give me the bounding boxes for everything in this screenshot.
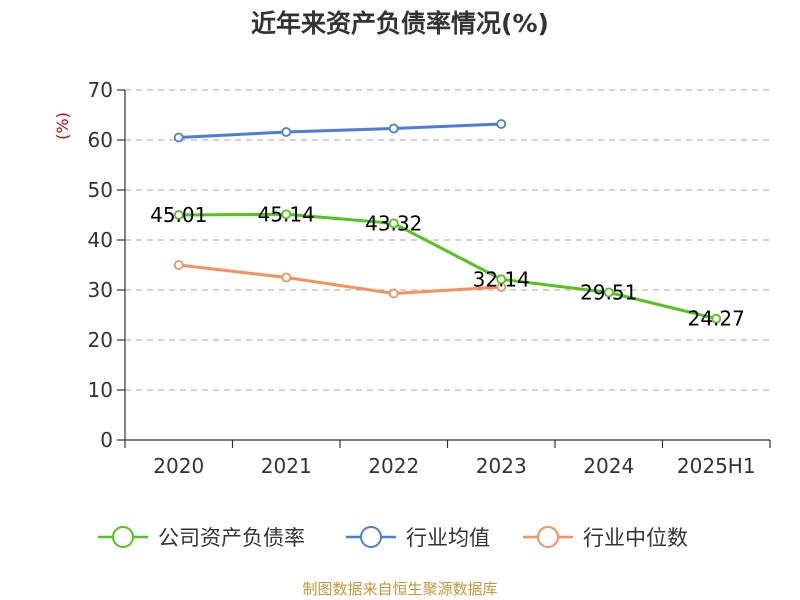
y-tick-label: 10 (88, 378, 113, 402)
data-point[interactable] (496, 274, 507, 285)
data-point[interactable] (388, 288, 399, 299)
legend-label: 行业中位数 (583, 526, 688, 550)
data-label: 43.32 (365, 211, 422, 235)
legend-label: 行业均值 (406, 526, 490, 550)
y-tick-label: 70 (88, 78, 113, 102)
y-tick-label: 0 (100, 428, 113, 452)
legend-item-2[interactable]: 行业中位数 (523, 526, 688, 550)
x-tick-label: 2025H1 (677, 454, 756, 478)
axes: 0 10 20 30 40 50 60 70 2020 2021 2022 2023 2024 2025H… (88, 78, 771, 478)
data-label: 29.51 (580, 280, 637, 304)
data-point[interactable] (496, 119, 507, 129)
y-tick-label: 50 (88, 178, 113, 202)
data-point[interactable] (281, 272, 292, 283)
data-point[interactable] (388, 123, 399, 134)
data-point[interactable] (281, 127, 292, 137)
data-point[interactable] (281, 209, 292, 220)
y-tick-label: 30 (88, 278, 113, 302)
legend-item-1[interactable]: 行业均值 (346, 526, 490, 550)
x-tick-label: 2021 (261, 454, 312, 478)
data-label: 45.14 (258, 202, 315, 226)
data-label: 45.01 (150, 203, 207, 227)
x-tick-label: 2024 (583, 454, 634, 478)
x-tick-label: 2020 (153, 454, 204, 478)
y-tick-label: 40 (88, 228, 113, 252)
legend[interactable]: 公司资产负债率 行业均值 行业中位数 (98, 526, 688, 550)
legend-item-0[interactable]: 公司资产负债率 (98, 526, 305, 550)
data-point[interactable] (603, 287, 614, 298)
series-line-1 (178, 122, 502, 139)
source-note: 制图数据来自恒生聚源数据库 (302, 580, 497, 598)
legend-swatch-marker (537, 526, 559, 548)
legend-swatch-marker (112, 526, 134, 548)
data-point[interactable] (711, 313, 722, 324)
x-tick-label: 2022 (368, 454, 419, 478)
data-point[interactable] (173, 260, 184, 270)
x-tick-label: 2023 (476, 454, 527, 478)
chart-title: 近年来资产负债率情况(%) (251, 9, 549, 38)
y-axis-unit: (%) (53, 112, 72, 140)
legend-label: 公司资产负债率 (158, 526, 305, 550)
data-labels: 45.01 45.14 43.32 32.14 29.51 24.27 (150, 202, 745, 330)
legend-swatch-marker (360, 526, 382, 548)
data-point[interactable] (173, 210, 184, 220)
y-tick-label: 20 (88, 328, 113, 352)
data-point[interactable] (388, 218, 399, 229)
data-point[interactable] (173, 132, 184, 143)
data-label: 24.27 (688, 307, 745, 331)
y-tick-label: 60 (88, 128, 113, 152)
series-line-2 (178, 263, 502, 295)
series-lines (173, 119, 722, 324)
series-line-0 (178, 212, 717, 321)
data-label: 32.14 (473, 267, 530, 291)
